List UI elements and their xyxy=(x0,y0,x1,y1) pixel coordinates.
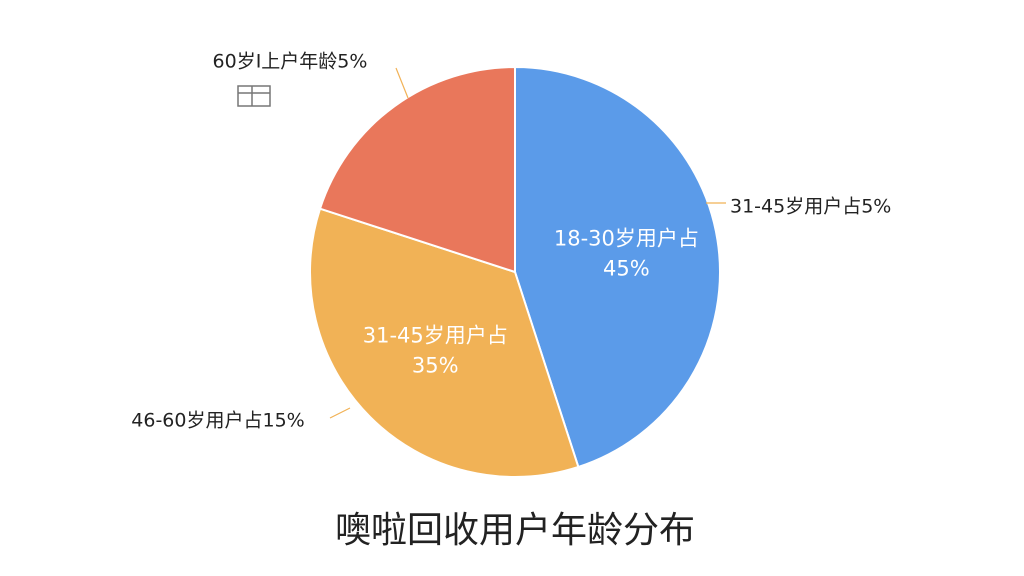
slice-value-label: 45% xyxy=(603,256,650,280)
slice-label: 31-45岁用户占 xyxy=(363,324,508,348)
pie-slice xyxy=(309,207,580,478)
annotation: 60岁I上户年龄5% xyxy=(213,51,368,73)
slice-value-label: 35% xyxy=(412,354,459,378)
pie-slice xyxy=(318,65,516,274)
annotation: 46-60岁用户占15% xyxy=(131,410,304,432)
annotation: 31-45岁用户占5% xyxy=(730,196,891,218)
leader-line xyxy=(395,67,409,99)
slice-label: 18-30岁用户占 xyxy=(554,226,699,250)
chart-title: 噢啦回收用户年龄分布 xyxy=(335,510,695,551)
icon xyxy=(237,85,271,107)
pie-slice xyxy=(514,65,721,469)
leader-line xyxy=(329,407,351,419)
